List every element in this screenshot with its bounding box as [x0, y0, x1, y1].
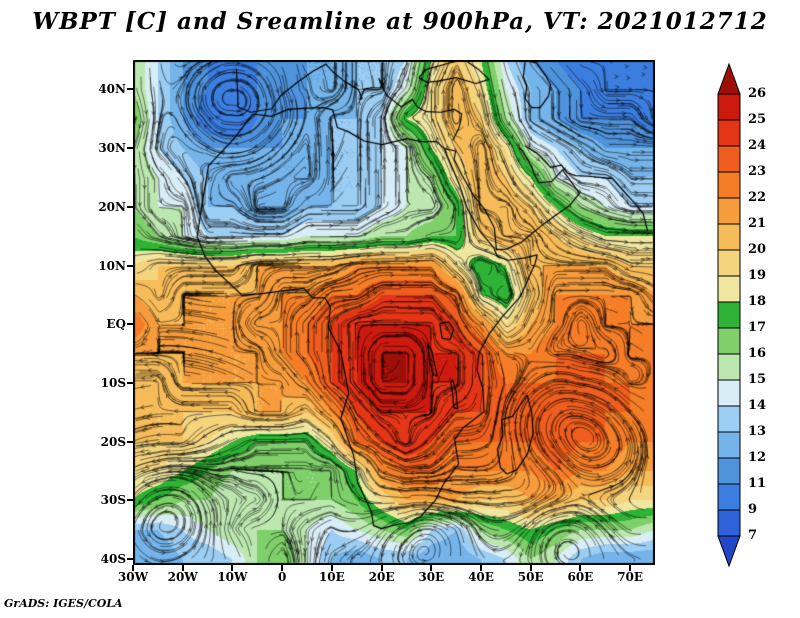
x-tick-label: 50E — [517, 570, 544, 584]
y-tick-label: 40N — [98, 82, 126, 97]
chart-title: WBPT [C] and Sreamline at 900hPa, VT: 20… — [32, 8, 768, 35]
colorbar-segment — [717, 249, 741, 277]
y-tick-label: 30S — [100, 493, 126, 508]
colorbar-segment — [717, 483, 741, 511]
colorbar-segment — [717, 145, 741, 173]
y-tick-label: 30N — [98, 141, 126, 156]
grads-attribution: GrADS: IGES/COLA — [4, 597, 123, 610]
x-tick-label: 60E — [567, 570, 594, 584]
colorbar-bottom-arrow — [717, 535, 741, 568]
x-tick-label: 10W — [217, 570, 248, 584]
colorbar-segment — [717, 223, 741, 251]
colorbar-segment — [717, 301, 741, 329]
x-tick-label: 20E — [368, 570, 395, 584]
colorbar-label: 20 — [748, 242, 767, 257]
colorbar-label: 21 — [748, 216, 767, 231]
colorbar-top-arrow — [717, 62, 741, 95]
y-tick-label: EQ — [106, 317, 126, 332]
colorbar-label: 12 — [748, 450, 767, 465]
x-tick-label: 30E — [418, 570, 445, 584]
y-tick-label: 20S — [100, 434, 126, 449]
colorbar-label: 17 — [748, 320, 767, 335]
y-tick-mark — [127, 88, 133, 91]
x-tick-mark — [330, 565, 333, 571]
colorbar-label: 16 — [748, 346, 767, 361]
y-tick-mark — [127, 558, 133, 561]
colorbar-label: 14 — [748, 398, 767, 413]
colorbar-label: 24 — [748, 138, 767, 153]
y-tick-mark — [127, 147, 133, 150]
x-tick-mark — [181, 565, 184, 571]
colorbar-label: 13 — [748, 424, 767, 439]
y-tick-label: 20N — [98, 199, 126, 214]
colorbar-segment — [717, 509, 741, 537]
colorbar-segment — [717, 275, 741, 303]
colorbar-label: 25 — [748, 112, 767, 127]
colorbar-segment — [717, 119, 741, 147]
x-tick-label: 40E — [468, 570, 494, 584]
y-tick-label: 10N — [98, 258, 126, 273]
map-canvas — [133, 60, 655, 565]
colorbar-label: 11 — [748, 476, 767, 491]
colorbar-segment — [717, 327, 741, 355]
x-tick-mark — [480, 565, 482, 571]
colorbar-label: 9 — [748, 502, 758, 517]
colorbar-label: 15 — [748, 372, 767, 387]
y-tick-mark — [127, 323, 133, 326]
colorbar-label: 19 — [748, 268, 767, 283]
colorbar-segment — [717, 405, 741, 433]
y-tick-mark — [127, 499, 133, 502]
colorbar-label: 26 — [748, 86, 767, 101]
colorbar-segment — [717, 379, 741, 407]
colorbar-segment — [717, 197, 741, 225]
colorbar-label: 23 — [748, 164, 767, 179]
colorbar-label: 22 — [748, 190, 767, 205]
x-tick-label: 30W — [117, 570, 149, 584]
y-tick-mark — [127, 264, 133, 267]
x-tick-mark — [529, 565, 532, 571]
y-tick-label: 10S — [100, 375, 126, 390]
colorbar-label: 18 — [748, 294, 767, 309]
colorbar-segment — [717, 353, 741, 381]
colorbar-segment — [717, 93, 741, 121]
x-tick-mark — [132, 565, 134, 571]
x-tick-label: 0 — [277, 570, 287, 584]
colorbar-segment — [717, 171, 741, 199]
colorbar — [717, 62, 741, 568]
x-tick-mark — [579, 565, 582, 571]
x-tick-mark — [430, 565, 433, 571]
y-tick-label: 40S — [100, 552, 126, 567]
x-tick-label: 20W — [167, 570, 198, 584]
x-tick-mark — [380, 565, 383, 571]
x-tick-mark — [281, 565, 284, 571]
x-tick-label: 70E — [617, 570, 644, 584]
y-tick-mark — [127, 205, 133, 208]
x-tick-mark — [629, 565, 632, 571]
x-tick-label: 10E — [318, 570, 345, 584]
y-tick-mark — [127, 381, 133, 384]
y-tick-mark — [127, 440, 133, 443]
colorbar-segment — [717, 431, 741, 459]
x-tick-mark — [231, 565, 234, 571]
colorbar-label: 7 — [748, 528, 758, 543]
colorbar-segment — [717, 457, 741, 485]
